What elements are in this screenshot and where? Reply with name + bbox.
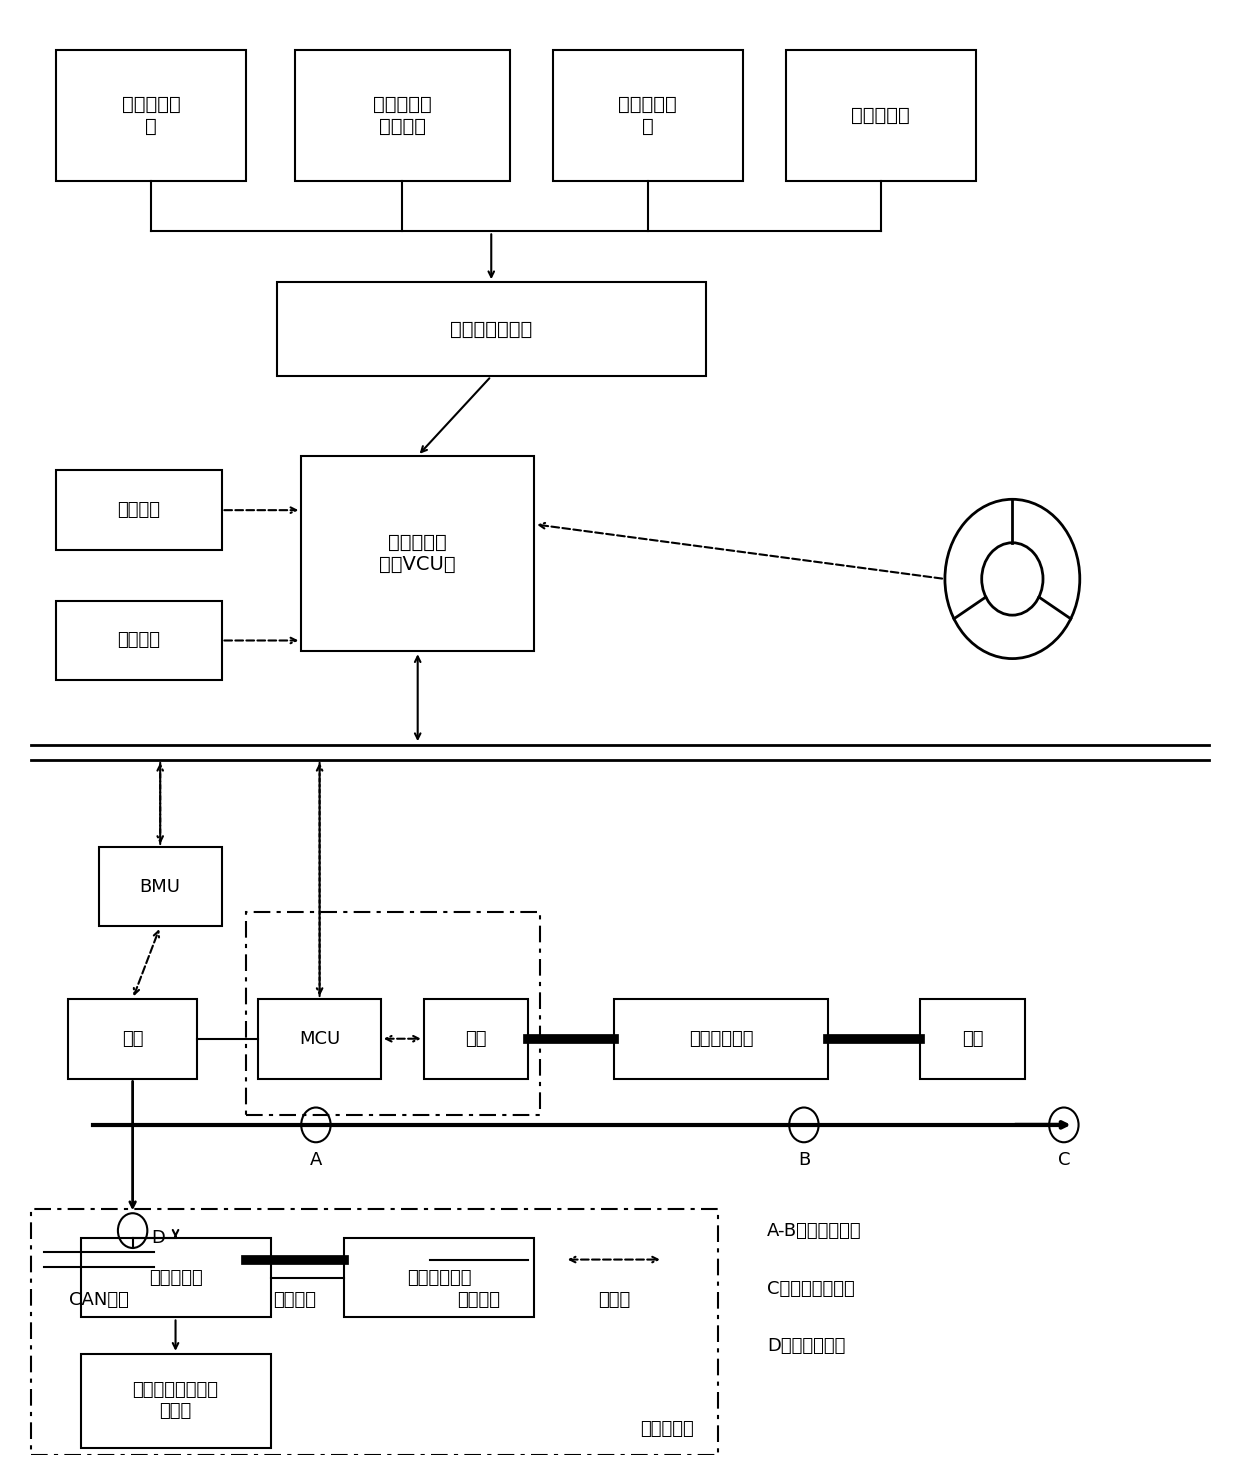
Text: 中央控制单
元（VCU）: 中央控制单 元（VCU） [379, 534, 456, 575]
FancyBboxPatch shape [56, 601, 222, 680]
Text: A: A [310, 1151, 322, 1170]
Text: 电机: 电机 [465, 1029, 486, 1048]
Text: MCU: MCU [299, 1029, 340, 1048]
FancyBboxPatch shape [920, 999, 1024, 1079]
Text: 车载地图和
导航系统: 车载地图和 导航系统 [373, 95, 432, 136]
Text: 辅助动力源: 辅助动力源 [149, 1269, 202, 1287]
Text: 车轮: 车轮 [962, 1029, 983, 1048]
Text: D：电附件能耗: D：电附件能耗 [768, 1338, 846, 1355]
FancyBboxPatch shape [277, 282, 706, 376]
FancyBboxPatch shape [258, 999, 381, 1079]
FancyBboxPatch shape [785, 50, 976, 181]
Text: 电池管理系
统: 电池管理系 统 [619, 95, 677, 136]
FancyBboxPatch shape [99, 846, 222, 927]
Text: 路径信息处理器: 路径信息处理器 [450, 320, 532, 339]
FancyBboxPatch shape [81, 1354, 270, 1447]
Text: BMU: BMU [140, 877, 181, 896]
Text: C: C [1058, 1151, 1070, 1170]
FancyBboxPatch shape [614, 999, 828, 1079]
Text: 车灯、空调、冷却
液泵等: 车灯、空调、冷却 液泵等 [133, 1382, 218, 1420]
Text: A-B：传动系能耗: A-B：传动系能耗 [768, 1222, 862, 1240]
Text: C：行驶阻力能耗: C：行驶阻力能耗 [768, 1279, 854, 1297]
FancyBboxPatch shape [295, 50, 510, 181]
Text: 信号线: 信号线 [598, 1291, 630, 1310]
FancyBboxPatch shape [56, 471, 222, 550]
Text: 制动踏板: 制动踏板 [118, 632, 160, 649]
FancyBboxPatch shape [301, 456, 534, 652]
Text: 动力转向系统: 动力转向系统 [407, 1269, 471, 1287]
Text: 加速踏板: 加速踏板 [118, 501, 160, 519]
FancyBboxPatch shape [68, 999, 197, 1079]
FancyBboxPatch shape [424, 999, 528, 1079]
Text: 车载传感器: 车载传感器 [851, 107, 910, 126]
Text: 电池: 电池 [122, 1029, 144, 1048]
Text: D: D [151, 1230, 165, 1247]
Text: 机械连接: 机械连接 [274, 1291, 316, 1310]
FancyBboxPatch shape [553, 50, 743, 181]
Text: 电附件系统: 电附件系统 [640, 1420, 693, 1437]
FancyBboxPatch shape [56, 50, 246, 181]
Text: 天气预报系
统: 天气预报系 统 [122, 95, 180, 136]
FancyBboxPatch shape [81, 1238, 270, 1317]
Text: B: B [797, 1151, 810, 1170]
Text: 电气连接: 电气连接 [458, 1291, 501, 1310]
Text: 机械传动装置: 机械传动装置 [689, 1029, 754, 1048]
Text: CAN总线: CAN总线 [69, 1291, 129, 1310]
FancyBboxPatch shape [345, 1238, 534, 1317]
